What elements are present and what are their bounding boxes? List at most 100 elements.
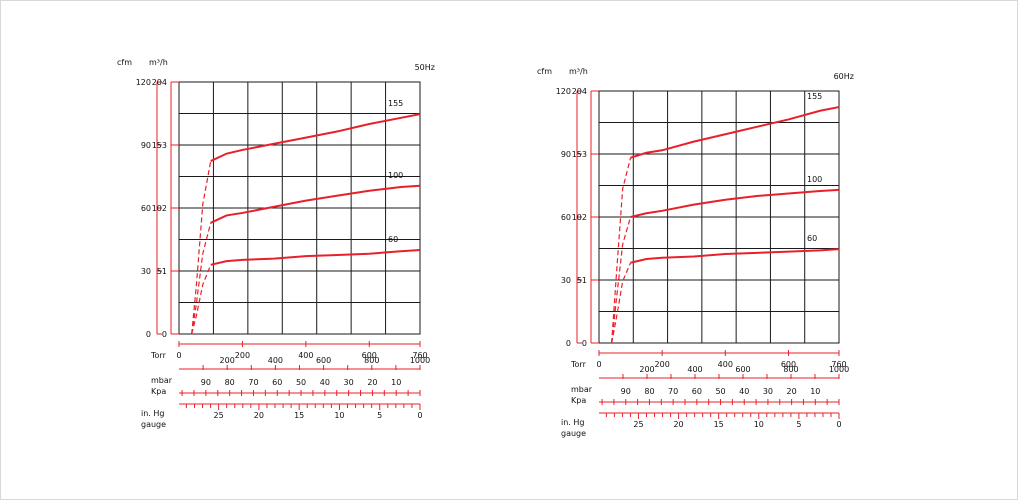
kpa-tick-label: 80 [225, 378, 235, 387]
torr-tick-label: 760 [412, 351, 427, 360]
m3h-tick-label: 153 [152, 141, 167, 150]
kpa-tick-label: 10 [810, 387, 820, 396]
inhg-tick-label: 15 [294, 411, 304, 420]
torr-axis-label: Torr [570, 360, 587, 369]
torr-tick-label: 200 [655, 360, 670, 369]
torr-tick-label: 0 [176, 351, 181, 360]
kpa-tick-label: 30 [763, 387, 773, 396]
series-155-dashed [191, 160, 212, 335]
cfm-tick-label: 60 [561, 213, 571, 222]
frequency-label: 60Hz [834, 72, 854, 81]
m3h-tick-label: 102 [572, 213, 587, 222]
torr-tick-label: 600 [781, 360, 796, 369]
series-100-label: 100 [807, 175, 822, 184]
grid [598, 90, 840, 344]
kpa-tick-label: 90 [201, 378, 211, 387]
inhg-tick-label: 0 [836, 420, 841, 429]
kpa-tick-label: 70 [248, 378, 258, 387]
cfm-axis-label: cfm [537, 67, 552, 76]
kpa-tick-label: 50 [715, 387, 725, 396]
inhg-tick-label: 25 [214, 411, 224, 420]
inhg-tick-label: 10 [334, 411, 344, 420]
series-155-label: 155 [807, 92, 822, 101]
inhg-tick-label: 15 [714, 420, 724, 429]
m3h-tick-label: 0 [582, 339, 587, 348]
cfm-tick-label: 90 [141, 141, 151, 150]
mbar-tick-label: 800 [364, 356, 379, 365]
series-100-line [630, 188, 840, 218]
cfm-tick-label: 90 [561, 150, 571, 159]
torr-tick-label: 0 [596, 360, 601, 369]
kpa-axis-label: Kpa [571, 396, 586, 405]
torr-tick-label: 400 [298, 351, 313, 360]
torr-tick-label: 400 [718, 360, 733, 369]
kpa-tick-label: 90 [621, 387, 631, 396]
inhg-axis-label2: gauge [141, 420, 166, 429]
inhg-tick-label: 5 [796, 420, 801, 429]
kpa-tick-label: 60 [692, 387, 702, 396]
mbar-tick-label: 600 [735, 365, 750, 374]
series-155-line [210, 113, 421, 162]
series-100-label: 100 [388, 171, 403, 180]
kpa-tick-label: 70 [668, 387, 678, 396]
series-100-dashed [611, 216, 632, 344]
series-60-dashed [611, 262, 632, 344]
mbar-tick-label: 400 [687, 365, 702, 374]
torr-tick-label: 760 [831, 360, 846, 369]
kpa-tick-label: 80 [644, 387, 654, 396]
series: 155 100 60 [611, 92, 840, 344]
inhg-axis-label2: gauge [561, 429, 586, 438]
series-60-label: 60 [807, 234, 817, 243]
m3h-tick-label: 0 [162, 330, 167, 339]
torr-tick-label: 600 [362, 351, 377, 360]
kpa-tick-label: 40 [320, 378, 330, 387]
m3h-tick-label: 204 [572, 87, 587, 96]
cfm-tick-label: 30 [561, 276, 571, 285]
cfm-tick-label: 0 [146, 330, 151, 339]
cfm-tick-label: 30 [141, 267, 151, 276]
kpa-tick-label: 60 [272, 378, 282, 387]
kpa-tick-label: 20 [367, 378, 377, 387]
inhg-tick-label: 20 [254, 411, 264, 420]
series-155-line [630, 106, 840, 159]
inhg-tick-label: 0 [417, 411, 422, 420]
series-60-line [630, 248, 840, 264]
series-100-dashed [191, 222, 212, 335]
inhg-tick-label: 25 [633, 420, 643, 429]
mbar-tick-label: 400 [268, 356, 283, 365]
mbar-axis-label: mbar [571, 385, 593, 394]
m3h-tick-label: 153 [572, 150, 587, 159]
inhg-tick-label: 10 [754, 420, 764, 429]
mbar-tick-label: 1000 [829, 365, 849, 374]
cfm-tick-label: 120 [136, 78, 151, 87]
kpa-axis-label: Kpa [151, 387, 166, 396]
series-60-line [210, 249, 421, 266]
mbar-tick-label: 200 [220, 356, 235, 365]
mbar-axis-label: mbar [151, 376, 173, 385]
series-155-dashed [611, 157, 632, 344]
series-60-label: 60 [388, 235, 398, 244]
grid [178, 81, 421, 335]
y-axes: cfm m³/h 120 90 60 30 0 204 153 102 51 0 50Hz [117, 58, 435, 339]
m3h-axis-label: m³/h [569, 67, 588, 76]
inhg-axis-label: in. Hg [561, 418, 584, 427]
inhg-tick-label: 5 [377, 411, 382, 420]
mbar-tick-label: 800 [783, 365, 798, 374]
kpa-tick-label: 50 [296, 378, 306, 387]
mbar-tick-label: 600 [316, 356, 331, 365]
m3h-tick-label: 51 [157, 267, 167, 276]
kpa-tick-label: 20 [787, 387, 797, 396]
cfm-axis-label: cfm [117, 58, 132, 67]
kpa-tick-label: 10 [391, 378, 401, 387]
mbar-tick-label: 1000 [410, 356, 430, 365]
inhg-axis-label: in. Hg [141, 409, 164, 418]
torr-axis-label: Torr [150, 351, 167, 360]
kpa-tick-label: 40 [739, 387, 749, 396]
frequency-label: 50Hz [415, 63, 435, 72]
m3h-axis-label: m³/h [149, 58, 168, 67]
